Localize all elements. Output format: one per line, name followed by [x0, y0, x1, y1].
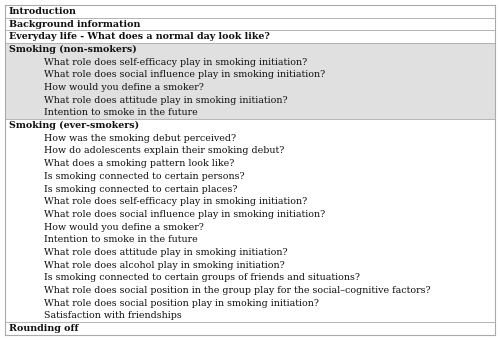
Text: What role does social position in the group play for the social–cognitive factor: What role does social position in the gr…: [44, 286, 430, 295]
Text: How was the smoking debut perceived?: How was the smoking debut perceived?: [44, 134, 236, 143]
Text: What does a smoking pattern look like?: What does a smoking pattern look like?: [44, 159, 234, 168]
Text: What role does social influence play in smoking initiation?: What role does social influence play in …: [44, 210, 325, 219]
Bar: [5, 81, 495, 94]
Text: What role does self-efficacy play in smoking initiation?: What role does self-efficacy play in smo…: [44, 197, 307, 206]
Text: Satisfaction with friendships: Satisfaction with friendships: [44, 311, 182, 320]
Text: Smoking (ever-smokers): Smoking (ever-smokers): [9, 121, 139, 130]
Text: Intention to smoke in the future: Intention to smoke in the future: [44, 235, 198, 244]
Text: Everyday life - What does a normal day look like?: Everyday life - What does a normal day l…: [9, 32, 270, 41]
Text: What role does self-efficacy play in smoking initiation?: What role does self-efficacy play in smo…: [44, 58, 307, 67]
Text: What role does social influence play in smoking initiation?: What role does social influence play in …: [44, 70, 325, 79]
Text: How would you define a smoker?: How would you define a smoker?: [44, 223, 204, 232]
Bar: [5, 94, 495, 106]
Text: How do adolescents explain their smoking debut?: How do adolescents explain their smoking…: [44, 147, 284, 155]
Bar: [5, 106, 495, 119]
Bar: [5, 43, 495, 56]
Bar: [5, 56, 495, 69]
Text: Is smoking connected to certain persons?: Is smoking connected to certain persons?: [44, 172, 244, 181]
Text: Intention to smoke in the future: Intention to smoke in the future: [44, 108, 198, 117]
Text: Background information: Background information: [9, 20, 140, 29]
Text: What role does attitude play in smoking initiation?: What role does attitude play in smoking …: [44, 96, 288, 105]
Text: Introduction: Introduction: [9, 7, 77, 16]
Text: What role does social position play in smoking initiation?: What role does social position play in s…: [44, 299, 319, 308]
Text: Smoking (non-smokers): Smoking (non-smokers): [9, 45, 137, 54]
Text: Is smoking connected to certain groups of friends and situations?: Is smoking connected to certain groups o…: [44, 273, 360, 282]
Text: How would you define a smoker?: How would you define a smoker?: [44, 83, 204, 92]
Text: What role does alcohol play in smoking initiation?: What role does alcohol play in smoking i…: [44, 261, 285, 270]
Text: What role does attitude play in smoking initiation?: What role does attitude play in smoking …: [44, 248, 288, 257]
Text: Is smoking connected to certain places?: Is smoking connected to certain places?: [44, 185, 238, 193]
Text: Rounding off: Rounding off: [9, 324, 78, 333]
Bar: [5, 69, 495, 81]
